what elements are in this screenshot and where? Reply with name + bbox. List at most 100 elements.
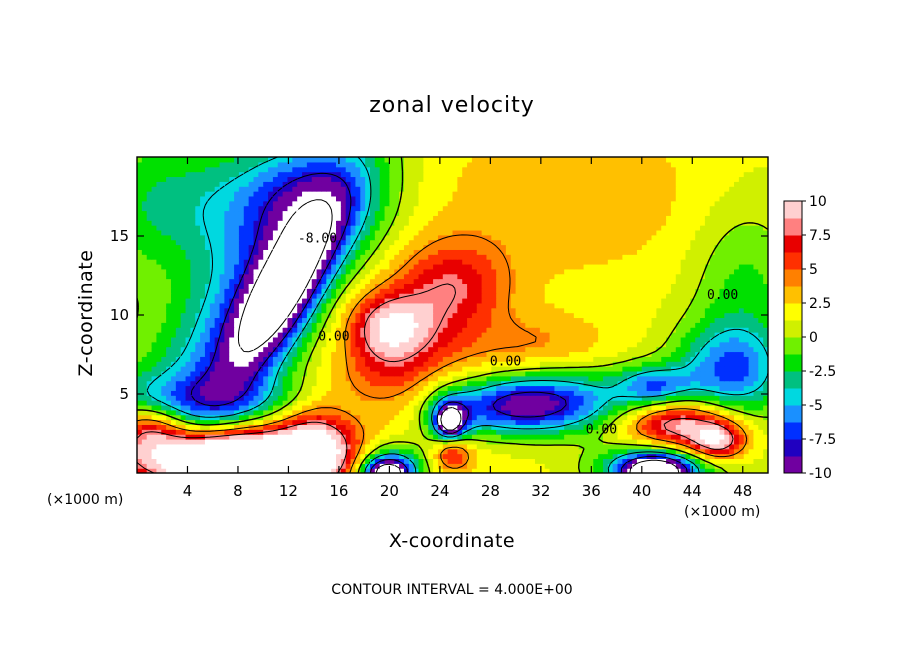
heat-cell xyxy=(229,366,235,372)
heat-cell xyxy=(578,361,585,367)
heat-cell xyxy=(277,404,284,411)
heat-cell xyxy=(277,434,284,440)
heat-cell xyxy=(496,438,502,445)
heat-cell xyxy=(389,336,395,343)
heat-cell xyxy=(612,375,619,382)
heat-cell xyxy=(758,297,764,304)
heat-cell xyxy=(263,390,269,396)
heat-cell xyxy=(180,424,187,430)
heat-cell xyxy=(539,395,546,401)
heat-cell xyxy=(374,438,381,445)
heat-cell xyxy=(170,293,177,299)
heat-cell xyxy=(331,288,337,294)
heat-cell xyxy=(297,351,303,357)
heat-cell xyxy=(491,351,497,357)
heat-cell xyxy=(559,366,565,372)
heat-cell xyxy=(433,332,439,338)
heat-cell xyxy=(200,380,206,387)
heat-cell xyxy=(544,385,551,391)
heat-cell xyxy=(170,351,177,357)
heat-cell xyxy=(714,366,721,372)
heat-cell xyxy=(651,293,657,299)
heat-cell xyxy=(238,288,245,294)
heat-cell xyxy=(219,302,225,309)
heat-cell xyxy=(714,356,721,362)
heat-cell xyxy=(554,458,560,464)
heat-cell xyxy=(486,375,492,382)
heat-cell xyxy=(670,293,677,299)
heat-cell xyxy=(365,370,371,377)
heat-cell xyxy=(321,434,327,440)
heat-cell xyxy=(656,448,662,455)
heat-cell xyxy=(442,341,449,348)
heat-cell xyxy=(651,375,657,382)
heat-cell xyxy=(137,317,143,323)
heat-cell xyxy=(544,448,551,455)
heat-cell xyxy=(214,390,221,396)
heat-cell xyxy=(185,438,191,445)
heat-cell xyxy=(632,341,638,348)
heat-cell xyxy=(622,438,628,445)
heat-cell xyxy=(413,400,420,406)
heat-cell xyxy=(632,336,638,343)
heat-cell xyxy=(331,370,337,377)
heat-cell xyxy=(369,424,376,430)
heat-cell xyxy=(763,341,768,348)
heat-cell xyxy=(632,361,638,367)
heat-cell xyxy=(588,409,594,416)
heat-cell xyxy=(311,332,318,338)
heat-cell xyxy=(389,424,395,430)
heat-cell xyxy=(238,424,245,430)
heat-cell xyxy=(408,438,415,445)
heat-cell xyxy=(433,438,439,445)
heat-cell xyxy=(680,395,687,401)
heat-cell xyxy=(379,404,386,411)
heat-cell xyxy=(413,434,420,440)
heat-cell xyxy=(258,370,264,377)
heat-cell xyxy=(661,468,667,473)
heat-cell xyxy=(156,419,162,425)
heat-cell xyxy=(467,434,473,440)
heat-cell xyxy=(476,448,483,455)
heat-cell xyxy=(297,414,303,421)
heat-cell xyxy=(263,332,269,338)
heat-cell xyxy=(268,327,274,333)
heat-cell xyxy=(219,361,225,367)
heat-cell xyxy=(602,293,609,299)
heat-cell xyxy=(549,302,556,309)
heat-cell xyxy=(418,463,424,469)
heat-cell xyxy=(559,297,565,304)
heat-cell xyxy=(471,434,478,440)
heat-cell xyxy=(544,443,551,450)
heat-cell xyxy=(185,434,191,440)
heat-cell xyxy=(263,414,269,421)
heat-cell xyxy=(467,448,473,455)
heat-cell xyxy=(379,336,386,343)
heat-cell xyxy=(496,409,502,416)
heat-cell xyxy=(302,458,308,464)
heat-cell xyxy=(491,370,497,377)
heat-cell xyxy=(564,351,570,357)
heat-cell xyxy=(734,361,740,367)
heat-cell xyxy=(204,336,211,343)
heat-cell xyxy=(690,414,696,421)
heat-cell xyxy=(369,400,376,406)
heat-cell xyxy=(379,409,386,416)
heat-cell xyxy=(433,434,439,440)
heat-cell xyxy=(200,322,206,328)
heat-cell xyxy=(336,356,342,362)
heat-cell xyxy=(238,419,245,425)
heat-cell xyxy=(360,438,366,445)
heat-cell xyxy=(253,317,259,323)
heat-cell xyxy=(612,443,619,450)
heat-cell xyxy=(156,463,162,469)
heat-cell xyxy=(326,332,332,338)
heat-cell xyxy=(520,458,526,464)
heat-cell xyxy=(437,370,444,377)
heat-cell xyxy=(656,366,662,372)
heat-cell xyxy=(452,438,458,445)
heat-cell xyxy=(627,438,633,445)
heat-cell xyxy=(190,468,196,473)
heat-cell xyxy=(549,390,556,396)
